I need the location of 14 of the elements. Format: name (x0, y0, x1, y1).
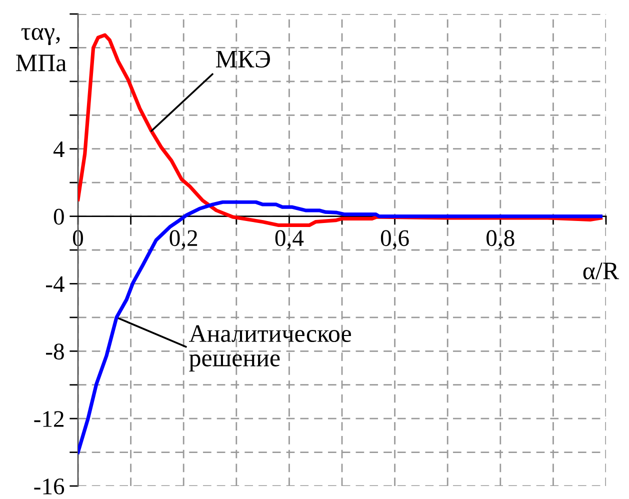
annotation: МКЭ (216, 50, 270, 68)
x-tick-label: 0,4 (275, 230, 304, 250)
y-axis-title: ταγ, МПа (16, 28, 66, 72)
annotation: Аналитическое решение (189, 325, 351, 372)
x-tick-label: 0,6 (380, 230, 409, 250)
y-tick-label: 4 (53, 142, 64, 158)
y-tick-label: -4 (46, 276, 64, 292)
x-axis-title: α/R (583, 262, 620, 280)
y-tick-label: -12 (34, 411, 64, 427)
y-tick-label: -8 (46, 344, 64, 360)
x-tick-label: 0,8 (486, 230, 514, 250)
x-tick-label: 0,2 (170, 230, 198, 250)
y-tick-label: -16 (34, 478, 64, 494)
y-tick-label: 0 (54, 208, 64, 225)
